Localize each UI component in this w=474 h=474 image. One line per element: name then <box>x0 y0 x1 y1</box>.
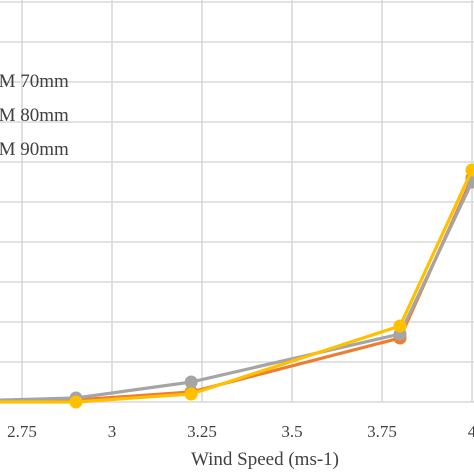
legend: PM 70mm PM 80mm PM 90mm <box>0 71 69 160</box>
series-line <box>0 181 474 402</box>
legend-label: PM 70mm <box>0 71 69 92</box>
x-axis-ticks: 2.75 3 3.25 3.5 3.75 4 <box>7 422 474 441</box>
legend-label: PM 90mm <box>0 139 69 160</box>
x-tick-label: 2.75 <box>7 422 37 441</box>
legend-label: PM 80mm <box>0 105 69 126</box>
x-tick-label: 3.75 <box>367 422 397 441</box>
series-line <box>0 177 474 403</box>
grid <box>0 0 474 403</box>
x-axis-title: Wind Speed (ms-1) <box>191 449 339 470</box>
series-layer <box>0 163 474 409</box>
data-point <box>69 395 83 409</box>
x-tick-label: 3.5 <box>281 422 302 441</box>
data-point <box>393 319 407 333</box>
data-point <box>184 387 198 401</box>
series-line <box>0 169 474 404</box>
data-point <box>184 375 198 389</box>
series-3 <box>0 163 474 409</box>
x-tick-label: 3.25 <box>187 422 217 441</box>
data-point <box>465 163 474 177</box>
x-tick-label: 3 <box>108 422 117 441</box>
x-tick-label: 4 <box>468 422 474 441</box>
series-2 <box>0 175 474 405</box>
